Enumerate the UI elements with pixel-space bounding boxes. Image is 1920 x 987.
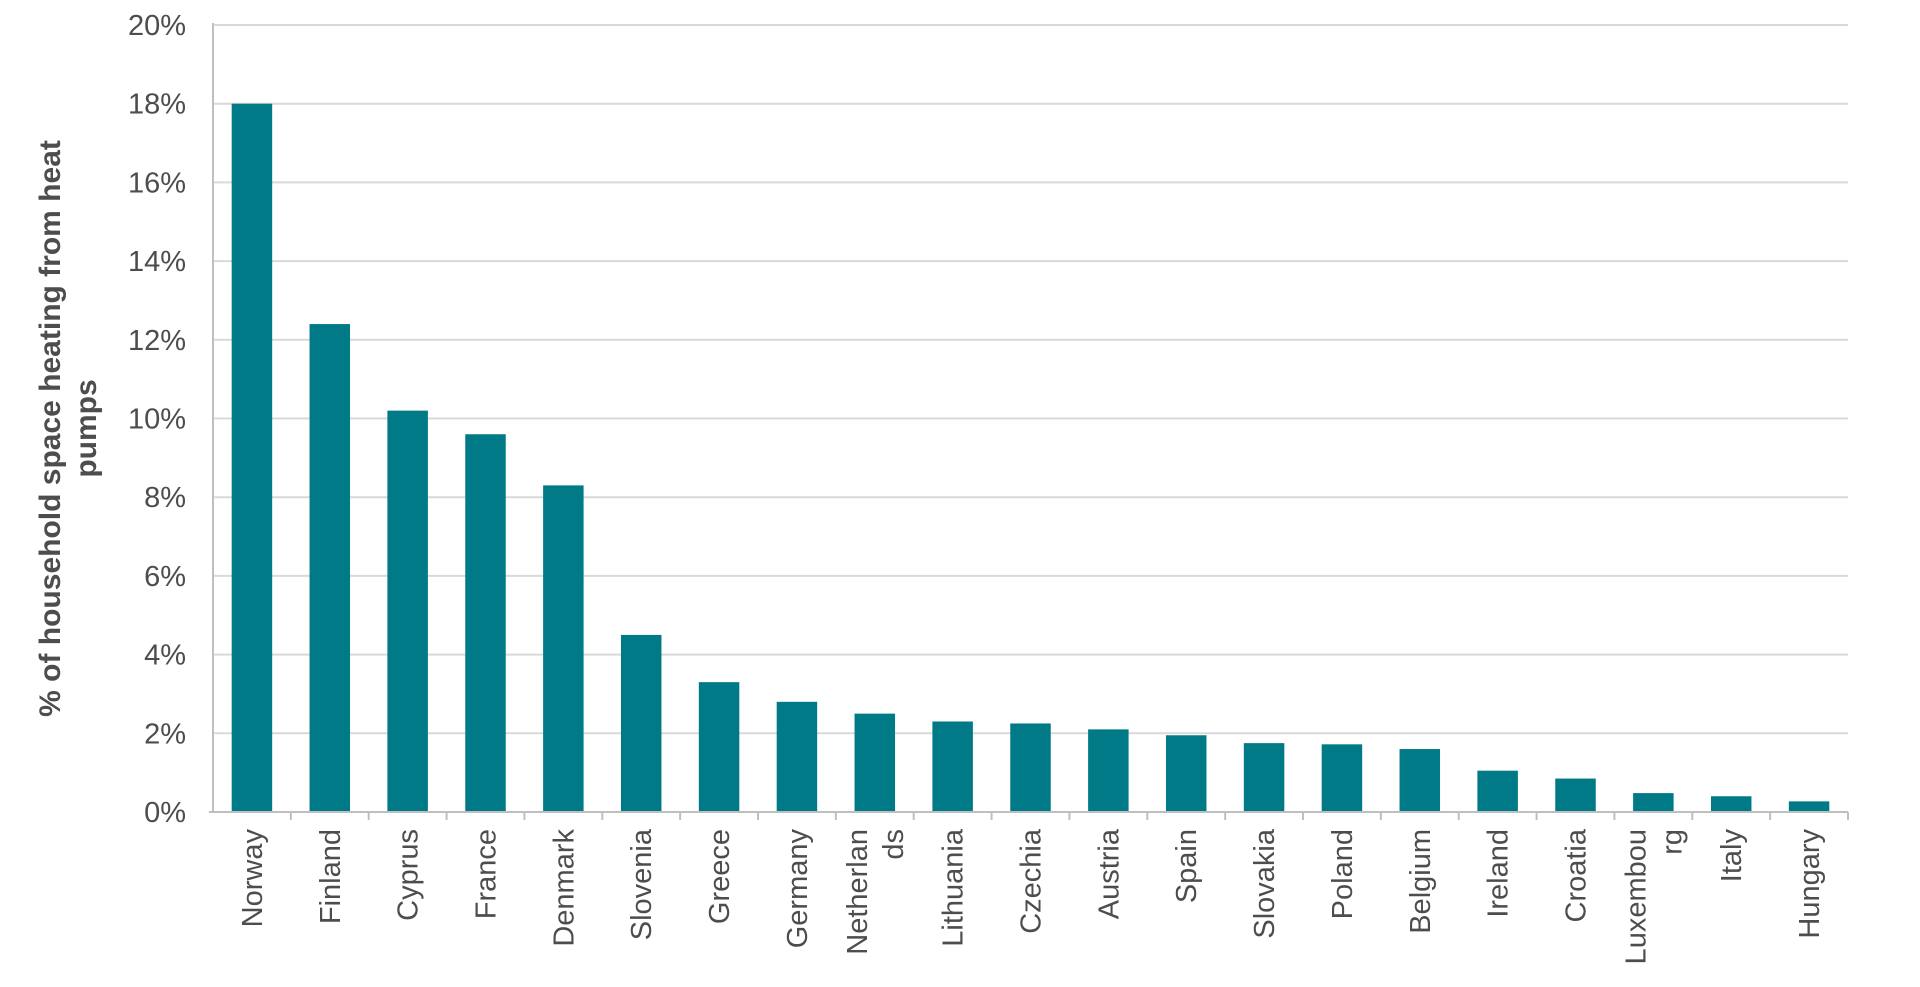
x-category-label-line: Denmark <box>548 829 580 947</box>
y-axis-title-group: % of household space heating from heat pu… <box>34 140 103 717</box>
bar <box>1243 743 1285 812</box>
x-category-label: Italy <box>1716 829 1748 883</box>
x-category-label-line: Norway <box>237 829 269 928</box>
x-category-label-line: Netherlan <box>842 829 874 955</box>
x-category-label: Slovenia <box>626 828 658 940</box>
y-tick-label: 4% <box>144 640 186 672</box>
y-tick-label: 16% <box>128 167 186 199</box>
x-category-label: Slovakia <box>1249 828 1281 938</box>
y-tick-labels: 0% 2% 4% 6% 8% 10% 12% 14% 16% 18% 20% <box>128 10 186 829</box>
x-category-label-line: Austria <box>1093 828 1125 919</box>
bar <box>1788 801 1830 812</box>
x-category-label-line: Greece <box>704 829 736 924</box>
bar <box>1633 793 1674 812</box>
x-category-label: Poland <box>1327 829 1359 919</box>
y-tick-label: 18% <box>128 89 186 121</box>
x-category-label-line: Croatia <box>1561 828 1593 922</box>
x-category-label: Belgium <box>1405 829 1437 934</box>
x-category-label-line: Czechia <box>1016 828 1048 934</box>
x-category-label: Croatia <box>1561 828 1593 922</box>
bar <box>309 324 351 812</box>
y-tick-label: 20% <box>128 10 186 42</box>
y-tick-label: 14% <box>128 246 186 278</box>
y-tick-label: 12% <box>128 325 186 357</box>
y-tick-label: 8% <box>144 482 186 514</box>
bar <box>1321 744 1363 812</box>
bar <box>776 701 818 812</box>
x-category-label-line: Lithuania <box>938 828 970 947</box>
x-category-label: Denmark <box>548 829 580 947</box>
bar <box>1477 770 1518 812</box>
x-category-label: Norway <box>237 829 269 928</box>
x-category-label-line: ds <box>878 829 910 860</box>
x-category-label-line: Poland <box>1327 829 1359 919</box>
bar <box>932 721 973 812</box>
bar <box>231 103 273 812</box>
bar <box>1399 749 1441 812</box>
x-category-label-line: Ireland <box>1483 829 1515 918</box>
bar <box>620 634 662 812</box>
x-category-label-line: Belgium <box>1405 829 1437 934</box>
x-category-label: Spain <box>1171 829 1203 903</box>
bars <box>231 103 1830 812</box>
bar <box>465 434 506 812</box>
bar <box>543 485 584 812</box>
gridlines <box>213 24 1848 735</box>
bar <box>854 713 896 812</box>
x-category-label-line: Hungary <box>1794 829 1826 939</box>
bar <box>1088 729 1129 812</box>
y-axis-title-line: % of household space heating from heat <box>34 140 67 717</box>
y-axis-title: % of household space heating from heat pu… <box>34 140 103 717</box>
bar <box>1710 796 1752 812</box>
x-category-label: Cyprus <box>393 829 425 921</box>
x-category-label-line: Finland <box>315 829 347 924</box>
x-category-label-line: Germany <box>782 829 814 949</box>
axes <box>209 23 1849 820</box>
y-tick-label: 0% <box>144 797 186 829</box>
x-category-label: Lithuania <box>938 828 970 947</box>
x-category-labels: Norway Finland Cyprus France Denmark Slovenia… <box>237 828 1826 964</box>
x-category-label: Luxembou rg <box>1620 829 1688 964</box>
x-category-label-line: Italy <box>1716 829 1748 883</box>
bar <box>1010 723 1051 812</box>
x-category-label: Germany <box>782 829 814 949</box>
x-category-label-line: France <box>471 829 503 919</box>
y-axis-title-line: pumps <box>70 379 103 477</box>
y-tick-label: 2% <box>144 718 186 750</box>
bar <box>387 410 428 812</box>
x-category-label: Czechia <box>1016 828 1048 934</box>
x-category-label-line: Spain <box>1171 829 1203 903</box>
x-category-label: Greece <box>704 829 736 924</box>
x-category-label: Finland <box>315 829 347 924</box>
x-category-label-line: Slovenia <box>626 828 658 940</box>
y-tick-label: 10% <box>128 404 186 436</box>
x-category-label: Austria <box>1093 828 1125 919</box>
x-category-label-line: Slovakia <box>1249 828 1281 938</box>
bar <box>1165 735 1207 812</box>
x-category-label: France <box>471 829 503 919</box>
x-category-label: Netherlan ds <box>842 829 910 955</box>
y-tick-label: 6% <box>144 561 186 593</box>
x-category-label-line: rg <box>1656 829 1688 855</box>
x-category-label: Hungary <box>1794 829 1826 939</box>
bar <box>1555 778 1596 812</box>
x-category-label-line: Cyprus <box>393 829 425 921</box>
bar <box>698 682 740 812</box>
x-category-label: Ireland <box>1483 829 1515 918</box>
x-category-label-line: Luxembou <box>1620 829 1652 964</box>
